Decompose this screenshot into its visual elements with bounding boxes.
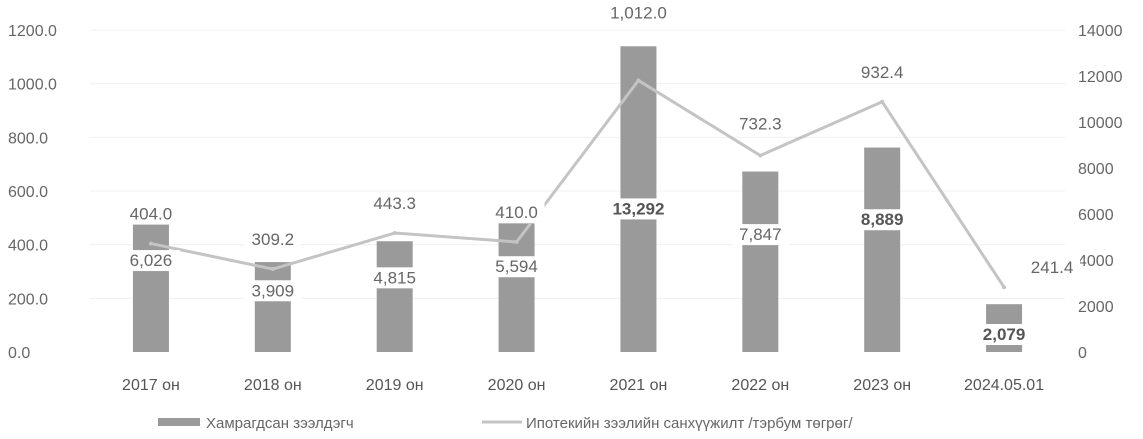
bar — [498, 223, 535, 352]
bar — [864, 147, 901, 352]
line-label-bg — [488, 201, 545, 223]
line-point — [1002, 285, 1007, 290]
right-axis-tick: 4000 — [1078, 253, 1114, 270]
bar-value-label: 3,909 — [252, 281, 295, 300]
right-axis-tick: 12000 — [1078, 69, 1123, 86]
line-point — [636, 78, 641, 83]
bar-label-bg — [487, 256, 546, 278]
line-label-bg — [244, 229, 301, 251]
x-axis-category: 2022 он — [731, 377, 789, 394]
line-label-bg — [732, 113, 789, 135]
x-axis-category: 2019 он — [366, 377, 424, 394]
left-axis-tick: 200.0 — [8, 291, 48, 308]
right-axis-tick: 14000 — [1078, 23, 1123, 40]
line-label-bg — [600, 2, 677, 24]
line-value-label: 443.3 — [373, 194, 416, 213]
bar-label-bg — [731, 224, 790, 246]
left-axis-tick: 600.0 — [8, 184, 48, 201]
line-point — [514, 239, 519, 244]
left-axis-tick: 800.0 — [8, 130, 48, 147]
right-axis-tick: 2000 — [1078, 299, 1114, 316]
x-axis-category: 2021 он — [610, 377, 668, 394]
bar-value-label: 4,815 — [373, 268, 416, 287]
line-value-label: 932.4 — [861, 63, 904, 82]
legend-bar-label: Хамрагдсан зээлдэгч — [206, 415, 354, 432]
bar-label-bg — [121, 250, 180, 272]
x-axis-category: 2017 он — [122, 377, 180, 394]
line-value-label: 404.0 — [130, 205, 173, 224]
line-label-bg — [366, 193, 423, 215]
bar-value-label: 6,026 — [130, 251, 173, 270]
left-axis-tick: 0.0 — [8, 345, 30, 362]
line-point — [270, 267, 275, 272]
right-axis-tick: 10000 — [1078, 115, 1123, 132]
line-value-label: 309.2 — [252, 230, 295, 249]
line-label-bg — [122, 203, 179, 225]
line-value-label: 410.0 — [495, 203, 538, 222]
bar-value-label: 8,889 — [861, 210, 904, 229]
bar-value-label: 5,594 — [495, 257, 538, 276]
series-line — [150, 78, 1006, 289]
left-axis-tick: 1200.0 — [8, 23, 57, 40]
x-axis-category: 2018 он — [244, 377, 302, 394]
left-axis-tick: 400.0 — [8, 238, 48, 255]
bar-label-bg — [853, 209, 912, 231]
legend-line-label: Ипотекийн зээлийн санхүүжилт /тэрбум төг… — [526, 415, 853, 432]
line-point — [880, 99, 885, 104]
bar — [132, 213, 169, 352]
bar-label-bg — [243, 280, 302, 302]
bar — [742, 171, 779, 352]
right-axis-tick: 6000 — [1078, 207, 1114, 224]
bar-label-bg — [604, 198, 673, 220]
line-point — [392, 231, 397, 236]
right-axis-tick: 8000 — [1078, 161, 1114, 178]
line-value-label: 1,012.0 — [610, 3, 667, 22]
line-label-bg — [1024, 257, 1081, 279]
line-label-bg — [854, 61, 911, 83]
line-point — [758, 153, 763, 158]
bar-value-label: 13,292 — [612, 199, 664, 218]
left-axis-tick: 1000.0 — [8, 77, 57, 94]
x-axis-category: 2020 он — [488, 377, 546, 394]
x-axis-category: 2023 он — [853, 377, 911, 394]
line-point — [148, 241, 153, 246]
bar-label-bg — [975, 324, 1034, 345]
bar — [254, 262, 291, 352]
bar — [376, 241, 413, 352]
bar-value-label: 2,079 — [983, 325, 1026, 344]
legend-bar-swatch — [158, 418, 200, 426]
bar-label-bg — [365, 267, 424, 289]
line-value-label: 732.3 — [739, 114, 782, 133]
line-value-label: 241.4 — [1031, 258, 1074, 277]
bar-value-label: 7,847 — [739, 225, 782, 244]
x-axis-category: 2024.05.01 — [964, 377, 1044, 394]
right-axis-tick: 0 — [1078, 345, 1087, 362]
